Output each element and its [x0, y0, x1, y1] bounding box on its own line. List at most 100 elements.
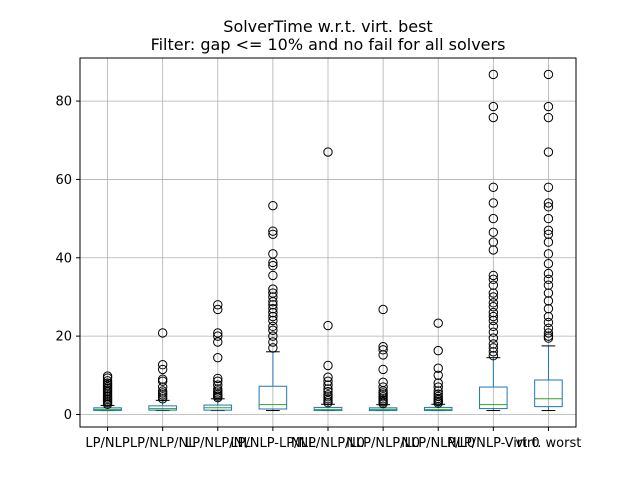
outlier-point [488, 274, 499, 285]
outlier-point [488, 227, 499, 238]
outlier-point [323, 360, 333, 371]
outlier-point [323, 384, 333, 394]
outlier-point [323, 387, 333, 397]
outlier-point [213, 380, 223, 390]
outlier-point [543, 268, 554, 279]
outlier-point [268, 284, 278, 294]
box-group [93, 371, 122, 412]
chart-subtitle: Filter: gap <= 10% and no fail for all s… [151, 35, 506, 54]
outlier-point [213, 331, 223, 341]
outlier-point [268, 311, 278, 322]
box-group [534, 69, 563, 412]
outlier-point [102, 378, 113, 388]
outlier-point [157, 374, 168, 384]
x-tick-label: LP/NLP/NL [130, 436, 196, 451]
outlier-point [543, 182, 554, 192]
outlier-point [543, 147, 554, 157]
outlier-point [323, 372, 333, 382]
outlier-point [488, 315, 499, 326]
x-tick-label: LP/NLP/NL [185, 436, 251, 451]
x-tick-label: LP/NLP-LP/NL [230, 436, 316, 451]
outlier-point [488, 292, 499, 302]
outlier-point [378, 341, 388, 352]
outlier-point [488, 302, 499, 312]
boxes [93, 69, 563, 412]
outlier-point [488, 298, 499, 308]
outlier-point [157, 360, 168, 370]
outlier-point [433, 391, 443, 402]
outlier-point [543, 249, 554, 259]
outlier-point [488, 307, 499, 318]
outlier-point [268, 315, 278, 326]
outlier-point [268, 200, 278, 211]
outlier-point [433, 378, 443, 388]
outlier-point [433, 386, 443, 396]
outlier-point [488, 101, 499, 112]
outlier-point [543, 311, 554, 322]
x-tick-label: virt. worst [516, 436, 582, 451]
outlier-point [433, 370, 443, 380]
outlier-point [543, 317, 554, 328]
outlier-point [543, 202, 554, 212]
outlier-point [488, 321, 499, 332]
chart-title: SolverTime w.r.t. virt. best [223, 17, 432, 36]
outlier-point [488, 245, 499, 255]
outlier-point [213, 328, 223, 338]
outlier-point [488, 339, 499, 349]
outlier-point [543, 198, 554, 208]
outlier-point [268, 307, 278, 318]
outlier-point [488, 213, 499, 224]
outlier-point [488, 327, 499, 337]
outlier-point [323, 147, 333, 157]
outlier-point [268, 229, 278, 239]
box-group [148, 328, 177, 412]
outlier-point [213, 337, 223, 347]
outlier-point [488, 351, 499, 361]
x-tick-label: NLP/NLP-Virt 0 [447, 436, 540, 451]
outlier-point [268, 304, 278, 314]
outlier-point [433, 363, 443, 373]
outlier-point [157, 364, 168, 375]
outlier-point [213, 376, 223, 386]
outlier-point [213, 384, 223, 394]
y-tick-label: 0 [64, 408, 72, 423]
x-tick-label: NLP/NLP/L0 [401, 436, 475, 451]
outlier-point [102, 371, 113, 381]
outlier-point [543, 101, 554, 112]
outlier-point [213, 304, 223, 315]
outlier-point [433, 345, 443, 356]
box [258, 385, 288, 410]
outlier-point [488, 112, 499, 123]
outlier-point [488, 237, 499, 247]
outlier-point [543, 288, 554, 298]
outlier-point [543, 296, 554, 306]
box-group [423, 318, 453, 412]
outlier-point [543, 274, 554, 285]
outlier-point [157, 328, 168, 338]
outlier-point [323, 380, 333, 390]
outlier-point [102, 376, 113, 386]
outlier-point [488, 69, 499, 80]
box [534, 379, 563, 408]
outlier-point [268, 343, 278, 353]
outlier-point [268, 321, 278, 332]
outlier-point [543, 323, 554, 333]
x-tick-label: NLP/NLP/L0 [291, 436, 365, 451]
outlier-point [213, 373, 223, 384]
outlier-point [323, 390, 333, 400]
outlier-point [488, 311, 499, 322]
outlier-point [488, 182, 499, 192]
box-group [313, 147, 343, 412]
outlier-point [323, 376, 333, 386]
outlier-point [488, 343, 499, 353]
x-tick-label: LP/NLP [85, 436, 129, 451]
outlier-point [543, 112, 554, 123]
outlier-point [268, 270, 278, 281]
outlier-point [543, 69, 554, 80]
box-group [479, 69, 508, 412]
box [479, 386, 508, 410]
outlier-point [378, 345, 388, 355]
outlier-point [213, 352, 223, 363]
